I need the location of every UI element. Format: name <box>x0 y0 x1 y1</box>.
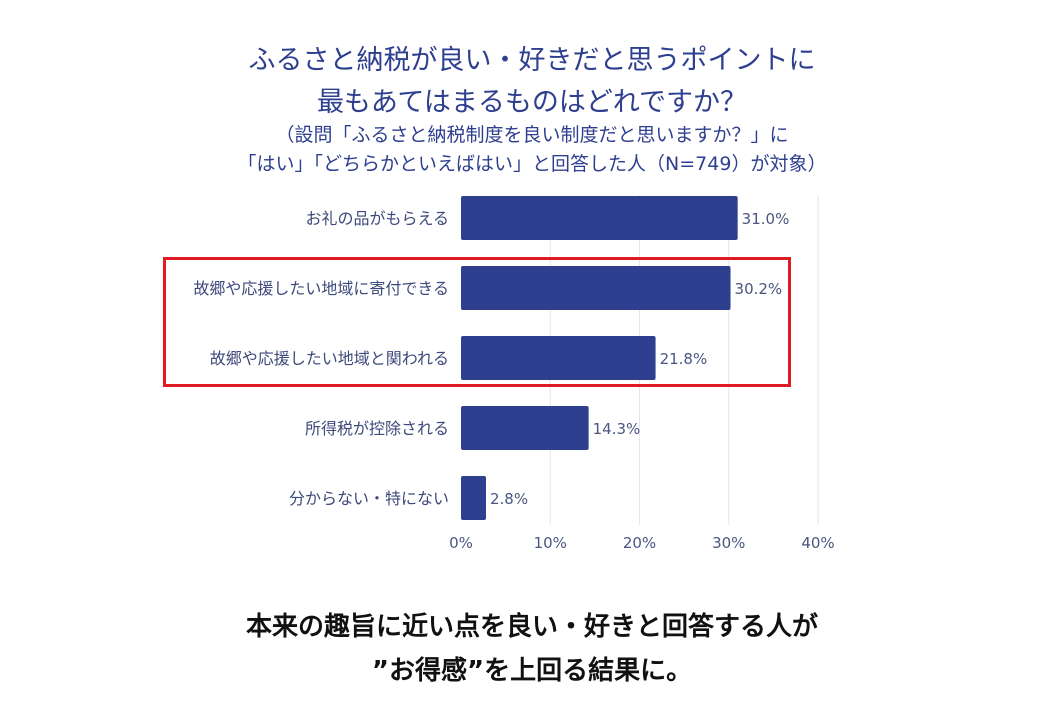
value-label: 21.8% <box>660 350 708 368</box>
x-axis-tick-labels: 0% 10% 20% 30% 40% <box>449 534 835 552</box>
caption-line-2: ”お得感”を上回る結果に。 <box>371 656 693 686</box>
bar <box>461 406 589 450</box>
value-label: 14.3% <box>593 420 641 438</box>
value-label: 31.0% <box>742 210 790 228</box>
bars <box>461 196 738 520</box>
x-tick-label: 10% <box>534 534 567 552</box>
caption-line-1: 本来の趣旨に近い点を良い・好きと回答する人が <box>245 612 818 642</box>
category-label: 分からない・特にない <box>289 489 449 508</box>
category-labels: お礼の品がもらえる故郷や応援したい地域に寄付できる故郷や応援したい地域と関われる… <box>193 209 449 508</box>
category-label: お礼の品がもらえる <box>305 209 449 228</box>
value-label: 30.2% <box>735 280 783 298</box>
value-labels: 31.0% 30.2% 21.8% 14.3% 2.8% <box>490 210 789 508</box>
category-label: 故郷や応援したい地域と関われる <box>210 349 449 368</box>
x-tick-label: 0% <box>449 534 473 552</box>
chart-subtitle-line-1: （設問「ふるさと納税制度を良い制度だと思いますか？」に <box>275 124 789 146</box>
x-tick-label: 30% <box>712 534 745 552</box>
bar-chart: お礼の品がもらえる故郷や応援したい地域に寄付できる故郷や応援したい地域と関われる… <box>193 195 835 552</box>
category-label: 所得税が控除される <box>305 419 449 438</box>
chart-title-line-1: ふるさと納税が良い・好きだと思うポイントに <box>248 45 816 76</box>
value-label: 2.8% <box>490 490 528 508</box>
chart-title-line-2: 最もあてはまるものはどれですか？ <box>316 87 748 118</box>
category-label: 故郷や応援したい地域に寄付できる <box>193 279 449 298</box>
x-tick-label: 20% <box>623 534 656 552</box>
chart-subtitle-line-2: 「はい」「どちらかといえばはい」と回答した人（N=749）が対象） <box>237 153 827 175</box>
highlight-box <box>163 257 791 387</box>
x-tick-label: 40% <box>801 534 834 552</box>
bar <box>461 476 486 520</box>
bar <box>461 266 731 310</box>
bar <box>461 336 656 380</box>
bar <box>461 196 738 240</box>
